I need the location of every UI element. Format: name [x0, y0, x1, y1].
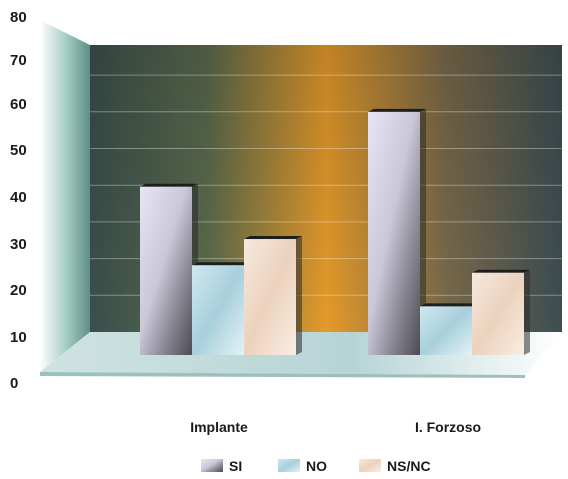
y-tick-label: 60	[10, 96, 27, 113]
y-tick-label: 80	[10, 9, 27, 26]
chart-side-wall	[40, 20, 90, 372]
bar-nsnc-iforzoso-front	[472, 272, 524, 355]
category-label-i-forzoso: I. Forzoso	[415, 419, 481, 435]
category-label-implante: Implante	[190, 419, 248, 435]
y-tick-label: 10	[10, 329, 27, 346]
bar-si-implante	[140, 183, 198, 355]
legend-label-nsnc: NS/NC	[387, 458, 431, 474]
bar-no-iforzoso	[420, 303, 478, 355]
chart-floor-edge	[40, 372, 525, 378]
legend-item-si: SI	[201, 458, 242, 474]
bar-nsnc-implante	[244, 236, 302, 355]
y-tick-label: 70	[10, 52, 27, 69]
bar-nsnc-implante-side	[296, 236, 302, 355]
y-tick-label: 40	[10, 189, 27, 206]
bar-si-implante-top	[140, 183, 198, 187]
y-axis: 0 10 20 30 40 50 60 70 80	[10, 9, 27, 392]
bar-no-implante-front	[192, 265, 244, 355]
bars	[140, 108, 530, 356]
legend-item-no: NO	[278, 458, 327, 474]
bar-no-iforzoso-front	[420, 306, 472, 355]
bar-no-implante-top	[192, 262, 250, 266]
bar-nsnc-iforzoso-side	[524, 269, 530, 355]
bar-si-iforzoso-top	[368, 108, 426, 112]
bar-nsnc-iforzoso	[472, 269, 530, 355]
legend-label-si: SI	[229, 458, 242, 474]
bar-si-implante-front	[140, 186, 192, 355]
legend-swatch-si	[201, 459, 223, 472]
bar-nsnc-iforzoso-top	[472, 269, 530, 273]
y-tick-label: 50	[10, 142, 27, 159]
legend-swatch-no	[278, 459, 300, 472]
bar-no-iforzoso-top	[420, 303, 478, 307]
bar-si-iforzoso-front	[368, 111, 420, 356]
bar-si-iforzoso-side	[420, 108, 426, 356]
y-tick-label: 0	[10, 375, 18, 392]
bar-nsnc-implante-front	[244, 239, 296, 355]
legend: SI NO NS/NC	[201, 458, 431, 474]
legend-swatch-nsnc	[359, 459, 381, 472]
y-tick-label: 20	[10, 282, 27, 299]
y-tick-label: 30	[10, 236, 27, 253]
legend-item-nsnc: NS/NC	[359, 458, 431, 474]
bar-si-iforzoso	[368, 108, 426, 356]
bar-no-implante	[192, 262, 250, 355]
legend-label-no: NO	[306, 458, 327, 474]
bar-nsnc-implante-top	[244, 236, 302, 240]
